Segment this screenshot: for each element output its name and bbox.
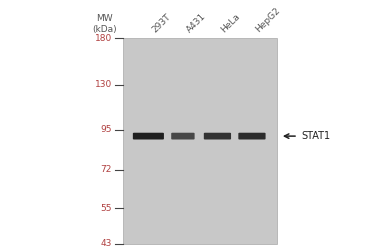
Text: 72: 72 (100, 165, 112, 174)
FancyBboxPatch shape (238, 133, 266, 140)
FancyBboxPatch shape (204, 133, 231, 140)
FancyBboxPatch shape (171, 133, 194, 140)
Text: 55: 55 (100, 204, 112, 213)
Text: STAT1: STAT1 (302, 131, 331, 141)
Bar (124, 38, 277, 244)
FancyBboxPatch shape (133, 133, 164, 140)
Text: 293T: 293T (150, 12, 172, 34)
Text: HepG2: HepG2 (254, 6, 282, 34)
Text: MW
(kDa): MW (kDa) (92, 14, 117, 34)
Text: 43: 43 (100, 239, 112, 248)
Text: A431: A431 (185, 12, 208, 34)
Text: 95: 95 (100, 126, 112, 134)
Text: HeLa: HeLa (219, 12, 242, 34)
Text: 180: 180 (95, 34, 112, 42)
Text: 130: 130 (95, 80, 112, 89)
